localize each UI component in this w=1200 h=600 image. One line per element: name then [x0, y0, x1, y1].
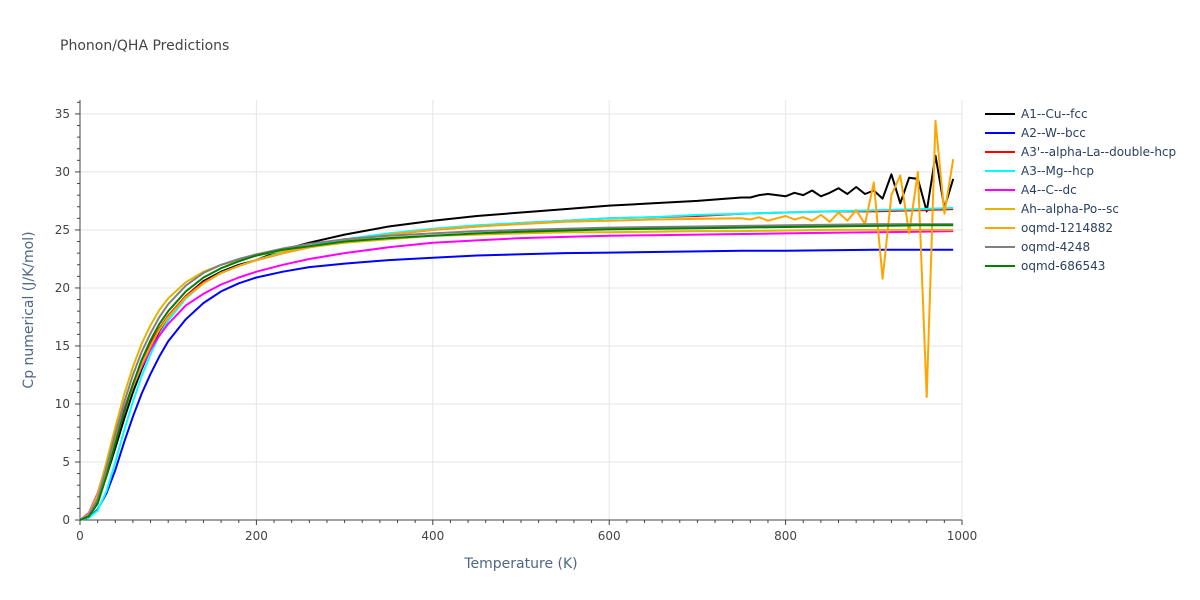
legend-item[interactable]: A2--W--bcc: [985, 126, 1086, 140]
chart-title: Phonon/QHA Predictions: [60, 38, 229, 54]
legend-item[interactable]: Ah--alpha-Po--sc: [985, 202, 1119, 216]
y-tick-label: 15: [55, 339, 70, 353]
legend-label: oqmd-686543: [1021, 259, 1105, 273]
legend-item[interactable]: oqmd-1214882: [985, 221, 1113, 235]
legend-item[interactable]: oqmd-686543: [985, 259, 1105, 273]
y-tick-label: 30: [55, 165, 70, 179]
series-layer: [79, 119, 955, 521]
y-tick-label: 5: [62, 455, 70, 469]
legend-label: A3'--alpha-La--double-hcp: [1021, 145, 1176, 159]
legend-label: oqmd-4248: [1021, 240, 1090, 254]
axes-layer: 0 5 10 15 20 25 30 35 0 200 400 600 800 1000: [55, 100, 978, 543]
legend-label: oqmd-1214882: [1021, 221, 1113, 235]
series-line-3: [79, 206, 954, 521]
legend-label: A1--Cu--fcc: [1021, 107, 1088, 121]
y-axis-title: Cp numerical (J/K/mol): [21, 231, 37, 388]
legend-item[interactable]: A1--Cu--fcc: [985, 107, 1088, 121]
legend-item[interactable]: A3--Mg--hcp: [985, 164, 1094, 178]
series-line-5: [79, 228, 954, 521]
y-tick-label: 10: [55, 397, 70, 411]
legend-label: A4--C--dc: [1021, 183, 1077, 197]
series-line-7: [79, 223, 954, 521]
legend[interactable]: A1--Cu--fcc A2--W--bcc A3'--alpha-La--doub…: [985, 107, 1176, 273]
series-line-6: [79, 119, 955, 521]
y-tick-label: 25: [55, 223, 70, 237]
y-tick-label: 20: [55, 281, 70, 295]
legend-label: Ah--alpha-Po--sc: [1021, 202, 1119, 216]
x-tick-label: 800: [774, 529, 797, 543]
legend-label: A2--W--bcc: [1021, 126, 1086, 140]
x-tick-label: 400: [421, 529, 444, 543]
y-tick-label: 35: [55, 107, 70, 121]
x-tick-label: 200: [245, 529, 268, 543]
legend-item[interactable]: A4--C--dc: [985, 183, 1077, 197]
legend-item[interactable]: A3'--alpha-La--double-hcp: [985, 145, 1176, 159]
legend-item[interactable]: oqmd-4248: [985, 240, 1090, 254]
x-axis-title: Temperature (K): [463, 556, 577, 572]
legend-label: A3--Mg--hcp: [1021, 164, 1094, 178]
y-tick-label: 0: [62, 513, 70, 527]
series-line-8: [79, 224, 954, 521]
series-line-1: [79, 248, 954, 521]
x-tick-label: 600: [598, 529, 621, 543]
x-tick-label: 1000: [947, 529, 978, 543]
x-tick-label: 0: [76, 529, 84, 543]
